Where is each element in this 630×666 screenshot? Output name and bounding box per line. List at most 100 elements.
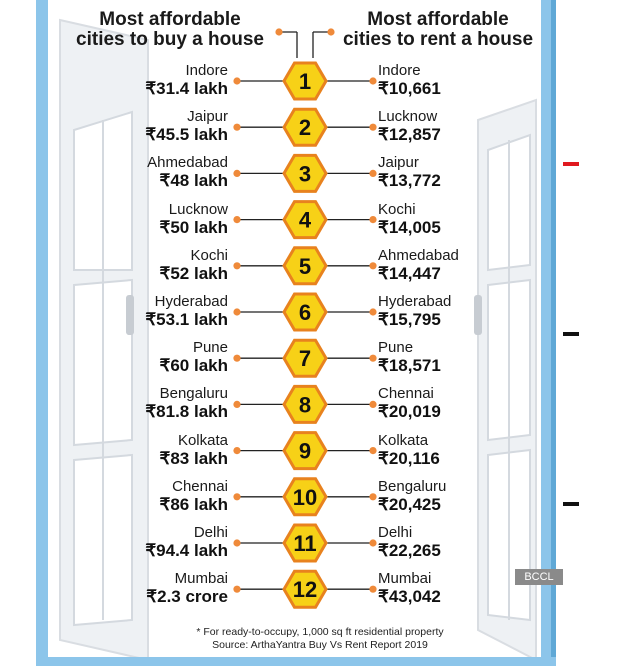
rent-price: ₹14,447 <box>378 263 441 283</box>
rent-header-line2: cities to rent a house <box>342 29 534 50</box>
buy-city: Jaipur <box>187 108 228 126</box>
row-dot-right <box>369 354 377 362</box>
rent-entry: Lucknow ₹12,857 <box>378 109 441 145</box>
buy-city: Ahmedabad <box>147 154 228 172</box>
rent-price: ₹12,857 <box>378 125 441 145</box>
wall-mark-red <box>563 162 579 166</box>
rank-hexagon <box>282 246 328 286</box>
watermark-badge: BCCL <box>515 569 563 585</box>
buy-price: ₹86 lakh <box>159 494 228 514</box>
row-dot-right <box>369 77 377 85</box>
buy-city: Mumbai <box>174 570 228 588</box>
rank-number: 12 <box>293 577 317 602</box>
buy-entry: Pune ₹60 lakh <box>160 340 228 376</box>
rent-header-line1: Most affordable <box>367 9 509 30</box>
left-frame <box>36 0 48 666</box>
buy-entry: Mumbai ₹2.3 crore <box>146 571 228 607</box>
buy-city: Hyderabad <box>154 293 228 310</box>
buy-city: Kolkata <box>177 431 228 449</box>
rent-city: Pune <box>378 339 414 357</box>
rank-number: 2 <box>299 115 311 140</box>
row-dot-left <box>233 262 241 270</box>
row-dot-right <box>369 123 377 131</box>
row-dot-right <box>369 539 377 547</box>
row-dot-left <box>233 447 241 455</box>
rent-city: Hyderabad <box>378 293 452 310</box>
rent-entry: Bengaluru ₹20,425 <box>378 477 447 515</box>
buy-price: ₹52 lakh <box>159 263 228 283</box>
buy-header: Most affordable cities to buy a house <box>70 10 270 50</box>
rent-price: ₹20,116 <box>378 448 440 468</box>
row-dot-right <box>369 216 377 224</box>
rent-price: ₹20,019 <box>378 402 441 422</box>
rank-number: 8 <box>299 392 311 417</box>
buy-price: ₹45.5 lakh <box>145 125 228 145</box>
buy-price: ₹31.4 lakh <box>145 79 228 98</box>
wall-mark-black <box>563 502 579 506</box>
buy-price: ₹50 lakh <box>159 217 228 237</box>
buy-price: ₹2.3 crore <box>146 587 228 607</box>
rent-entry: Ahmedabad ₹14,447 <box>378 246 459 284</box>
rent-entry: Kochi ₹14,005 <box>378 201 441 238</box>
footnote-source: Source: ArthaYantra Buy Vs Rent Report 2… <box>212 639 428 651</box>
rank-number: 11 <box>293 531 316 556</box>
buy-price: ₹94.4 lakh <box>145 541 228 560</box>
rent-entry: Kolkata ₹20,116 <box>378 431 440 469</box>
rent-city: Bengaluru <box>378 477 447 495</box>
header-dot-left <box>275 28 283 36</box>
buy-city: Indore <box>185 62 228 79</box>
rank-number: 1 <box>299 69 311 94</box>
rank-hexagon <box>282 200 328 240</box>
rent-price: ₹14,005 <box>378 217 441 237</box>
rank-hexagon <box>282 523 328 563</box>
rent-city: Kolkata <box>378 431 429 449</box>
buy-entry: Chennai ₹86 lakh <box>159 477 228 515</box>
row-dot-left <box>233 77 241 85</box>
rent-price: ₹20,425 <box>378 494 441 514</box>
rent-city: Jaipur <box>378 154 419 172</box>
buy-header-line1: Most affordable <box>99 9 241 30</box>
buy-entry: Lucknow ₹50 lakh <box>159 201 228 238</box>
row-dot-left <box>233 123 241 131</box>
rent-entry: Hyderabad ₹15,795 <box>378 294 451 330</box>
right-window-handle <box>474 295 482 335</box>
right-frame-shadow <box>551 0 556 666</box>
left-window-pane <box>59 18 149 662</box>
rent-city: Lucknow <box>378 108 438 126</box>
rent-city: Chennai <box>378 385 434 403</box>
rent-header: Most affordable cities to rent a house <box>336 10 540 50</box>
buy-entry: Kochi ₹52 lakh <box>159 246 228 284</box>
buy-city: Kochi <box>190 246 228 264</box>
footnote-note: * For ready-to-occupy, 1,000 sq ft resid… <box>196 626 444 638</box>
rent-price: ₹15,795 <box>378 310 441 329</box>
buy-entry: Delhi ₹94.4 lakh <box>145 525 228 561</box>
bottom-frame <box>36 657 556 666</box>
rent-entry: Chennai ₹20,019 <box>378 386 441 422</box>
rank-number: 4 <box>299 208 312 233</box>
rent-city: Ahmedabad <box>378 246 459 264</box>
row-dot-left <box>233 400 241 408</box>
row-dot-right <box>369 262 377 270</box>
row-dot-left <box>233 493 241 501</box>
buy-entry: Indore ₹31.4 lakh <box>145 63 228 99</box>
rank-hexagon <box>282 61 328 101</box>
row-dot-right <box>369 585 377 593</box>
row-dot-left <box>233 585 241 593</box>
rank-hexagon <box>282 153 328 193</box>
buy-price: ₹48 lakh <box>159 171 228 191</box>
right-frame <box>541 0 551 666</box>
rank-hexagon <box>282 338 328 378</box>
rank-number: 5 <box>299 254 311 279</box>
rent-price: ₹18,571 <box>378 356 441 376</box>
row-dot-right <box>369 493 377 501</box>
buy-price: ₹60 lakh <box>159 356 228 376</box>
rent-entry: Mumbai ₹43,042 <box>378 571 441 607</box>
buy-city: Chennai <box>172 477 228 495</box>
rent-city: Mumbai <box>378 570 432 588</box>
row-dot-right <box>369 308 377 316</box>
rank-number: 9 <box>299 439 311 464</box>
rent-price: ₹10,661 <box>378 79 441 98</box>
rent-entry: Delhi ₹22,265 <box>378 525 441 561</box>
